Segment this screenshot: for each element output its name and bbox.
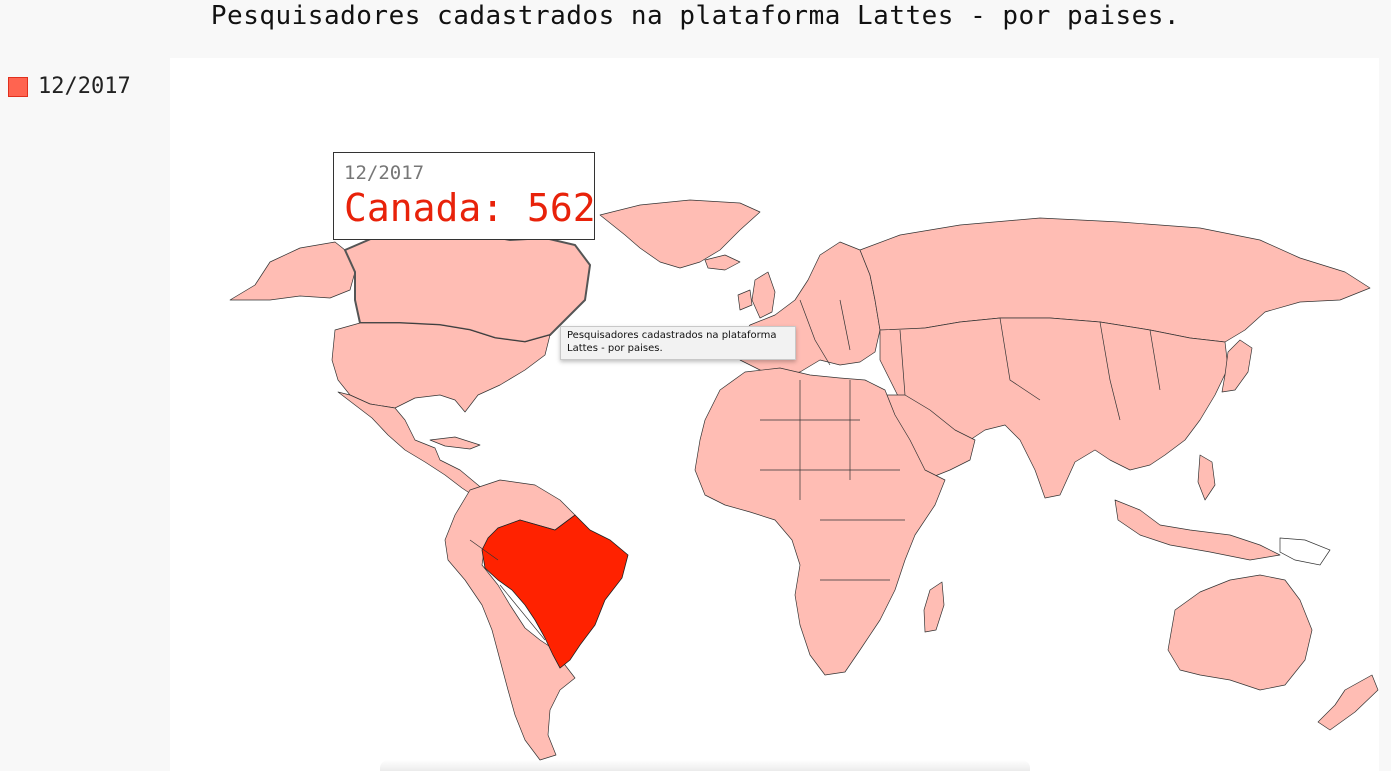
country-uk[interactable] [751, 271, 776, 319]
native-tooltip: Pesquisadores cadastrados na plataforma … [560, 326, 796, 360]
chart-title: Pesquisadores cadastrados na plataforma … [210, 1, 1181, 31]
country-iceland[interactable] [704, 254, 741, 271]
legend-label: 12/2017 [38, 74, 131, 99]
country-new-guinea[interactable] [1279, 537, 1331, 566]
country-russia[interactable] [859, 217, 1371, 343]
country-australia[interactable] [1167, 574, 1313, 691]
scroll-shadow [380, 760, 1030, 771]
world-map[interactable] [170, 58, 1379, 771]
border-lines [469, 299, 1161, 641]
country-africa[interactable] [694, 367, 946, 676]
country-japan[interactable] [1221, 339, 1253, 393]
legend[interactable]: 12/2017 [8, 74, 131, 99]
country-cuba[interactable] [429, 436, 481, 450]
country-greenland[interactable] [599, 199, 761, 269]
tooltip-value: Canada: 562 [344, 186, 596, 230]
country-ireland[interactable] [737, 289, 753, 311]
country-alaska[interactable] [229, 241, 356, 301]
country-madagascar[interactable] [923, 581, 945, 633]
legend-swatch[interactable] [8, 76, 28, 97]
map-tooltip: 12/2017 Canada: 562 [333, 152, 596, 240]
country-brazil[interactable] [481, 514, 629, 669]
country-philippines[interactable] [1197, 454, 1216, 501]
country-indonesia[interactable] [1114, 499, 1281, 561]
country-new-zealand[interactable] [1317, 674, 1379, 731]
tooltip-date: 12/2017 [344, 162, 425, 184]
